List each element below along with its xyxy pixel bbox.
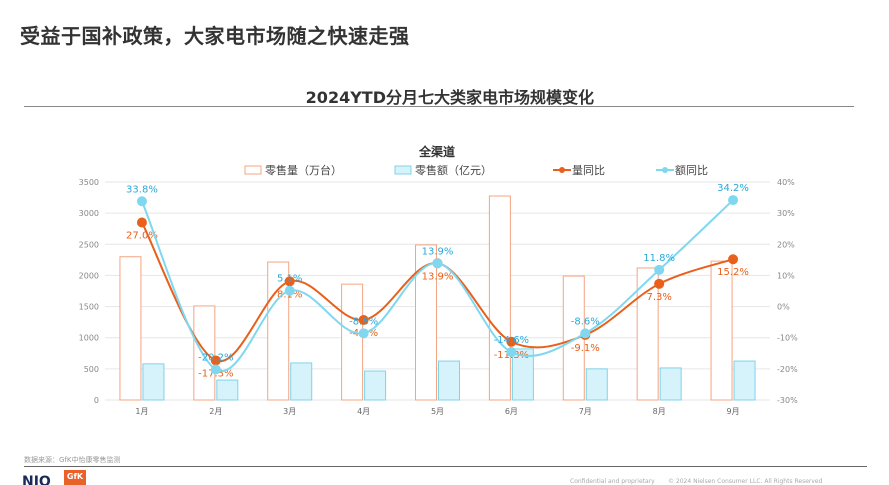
value-bar bbox=[216, 379, 239, 401]
x-tick-label: 7月 bbox=[579, 407, 592, 416]
value-bar bbox=[142, 363, 165, 401]
volume-yoy-point bbox=[210, 355, 221, 366]
value-yoy-point bbox=[728, 195, 739, 206]
value-yoy-point bbox=[432, 258, 443, 269]
value-yoy-data-label: 34.2% bbox=[717, 183, 749, 194]
volume-bar bbox=[119, 256, 142, 401]
left-tick-label: 1500 bbox=[79, 303, 99, 312]
volume-bar bbox=[562, 275, 585, 401]
value-bar bbox=[290, 362, 313, 401]
value-yoy-point bbox=[506, 347, 517, 358]
volume-bar bbox=[193, 305, 216, 401]
copyright: © 2024 Nielsen Consumer LLC. All Rights … bbox=[668, 478, 823, 485]
left-tick-label: 2000 bbox=[79, 271, 99, 280]
right-tick-label: 0% bbox=[777, 303, 790, 312]
chart-subtitle: 2024YTD分月七大类家电市场规模变化 bbox=[305, 88, 594, 107]
confidential-note: Confidential and proprietary bbox=[570, 478, 655, 485]
volume-yoy-point bbox=[506, 336, 517, 347]
legend-swatch bbox=[244, 165, 262, 175]
volume-yoy-data-label: 13.9% bbox=[422, 271, 454, 282]
value-yoy-point bbox=[284, 285, 295, 296]
value-yoy-point bbox=[358, 328, 369, 339]
x-tick-label: 9月 bbox=[727, 407, 740, 416]
gfk-logo: GfK bbox=[64, 470, 86, 485]
value-yoy-point bbox=[136, 196, 147, 207]
right-tick-label: 10% bbox=[777, 271, 795, 280]
value-yoy-data-label: 13.9% bbox=[422, 246, 454, 257]
source-note: 数据来源：GfK中怡康零售监测 bbox=[24, 456, 121, 464]
left-tick-label: 3000 bbox=[79, 209, 99, 218]
volume-yoy-data-label: 15.2% bbox=[717, 267, 749, 278]
value-yoy-data-label: 33.8% bbox=[126, 184, 158, 195]
divider bbox=[24, 106, 854, 107]
value-yoy-line bbox=[141, 199, 734, 373]
legend-label: 额同比 bbox=[675, 164, 708, 177]
value-yoy-data-label: -8.6% bbox=[571, 316, 600, 327]
value-yoy-data-label: 11.8% bbox=[643, 253, 675, 264]
volume-yoy-data-label: 27.0% bbox=[126, 230, 158, 241]
legend-label: 量同比 bbox=[572, 164, 605, 177]
volume-yoy-line bbox=[141, 222, 734, 363]
headline: 受益于国补政策，大家电市场随之快速走强 bbox=[20, 24, 410, 48]
value-yoy-point bbox=[654, 264, 665, 275]
chart-title: 全渠道 bbox=[418, 144, 455, 159]
left-tick-label: 0 bbox=[94, 396, 99, 405]
volume-yoy-point bbox=[728, 254, 739, 265]
volume-yoy-point bbox=[654, 278, 665, 289]
x-tick-label: 4月 bbox=[357, 407, 370, 416]
x-tick-label: 3月 bbox=[283, 407, 296, 416]
value-yoy-data-label: -14.6% bbox=[494, 335, 529, 346]
volume-bar bbox=[415, 244, 437, 401]
left-tick-label: 3500 bbox=[79, 178, 99, 187]
x-tick-label: 1月 bbox=[135, 407, 148, 416]
value-yoy-data-label: 5.1% bbox=[277, 274, 302, 285]
volume-yoy-data-label: 7.3% bbox=[646, 292, 671, 303]
right-tick-label: 40% bbox=[777, 178, 795, 187]
value-yoy-data-label: -8.6% bbox=[349, 316, 378, 327]
value-yoy-data-label: -20.2% bbox=[198, 352, 233, 363]
niq-logo: NIQ bbox=[22, 474, 51, 485]
value-bar bbox=[659, 367, 682, 401]
value-yoy-point bbox=[580, 328, 591, 339]
legend-label: 零售额（亿元） bbox=[415, 163, 492, 177]
volume-yoy-point bbox=[358, 314, 369, 325]
volume-yoy-point bbox=[136, 217, 147, 228]
right-tick-label: -20% bbox=[777, 365, 798, 374]
value-bar bbox=[585, 368, 608, 401]
right-tick-label: -30% bbox=[777, 396, 798, 405]
footer-divider bbox=[24, 466, 867, 467]
x-tick-label: 8月 bbox=[653, 407, 666, 416]
legend-swatch bbox=[394, 165, 412, 175]
left-tick-label: 2500 bbox=[79, 240, 99, 249]
volume-bar bbox=[341, 283, 364, 401]
volume-bar bbox=[636, 267, 659, 401]
left-tick-label: 1000 bbox=[79, 334, 99, 343]
volume-bar bbox=[488, 195, 511, 401]
volume-bar bbox=[710, 260, 733, 401]
x-tick-label: 5月 bbox=[431, 407, 444, 416]
right-tick-label: 30% bbox=[777, 209, 795, 218]
right-tick-label: -10% bbox=[777, 334, 798, 343]
value-bar bbox=[511, 348, 534, 401]
value-yoy-point bbox=[210, 364, 221, 375]
value-bar bbox=[364, 370, 387, 401]
x-tick-label: 6月 bbox=[505, 407, 518, 416]
legend-marker bbox=[662, 167, 668, 173]
value-bar bbox=[438, 360, 460, 401]
volume-yoy-data-label: -9.1% bbox=[571, 343, 600, 354]
volume-yoy-point bbox=[284, 276, 295, 287]
legend-marker bbox=[559, 167, 565, 173]
right-tick-label: 20% bbox=[777, 240, 795, 249]
left-tick-label: 500 bbox=[84, 365, 99, 374]
x-tick-label: 2月 bbox=[209, 407, 222, 416]
legend-label: 零售量（万台） bbox=[265, 163, 342, 177]
value-bar bbox=[733, 360, 756, 401]
